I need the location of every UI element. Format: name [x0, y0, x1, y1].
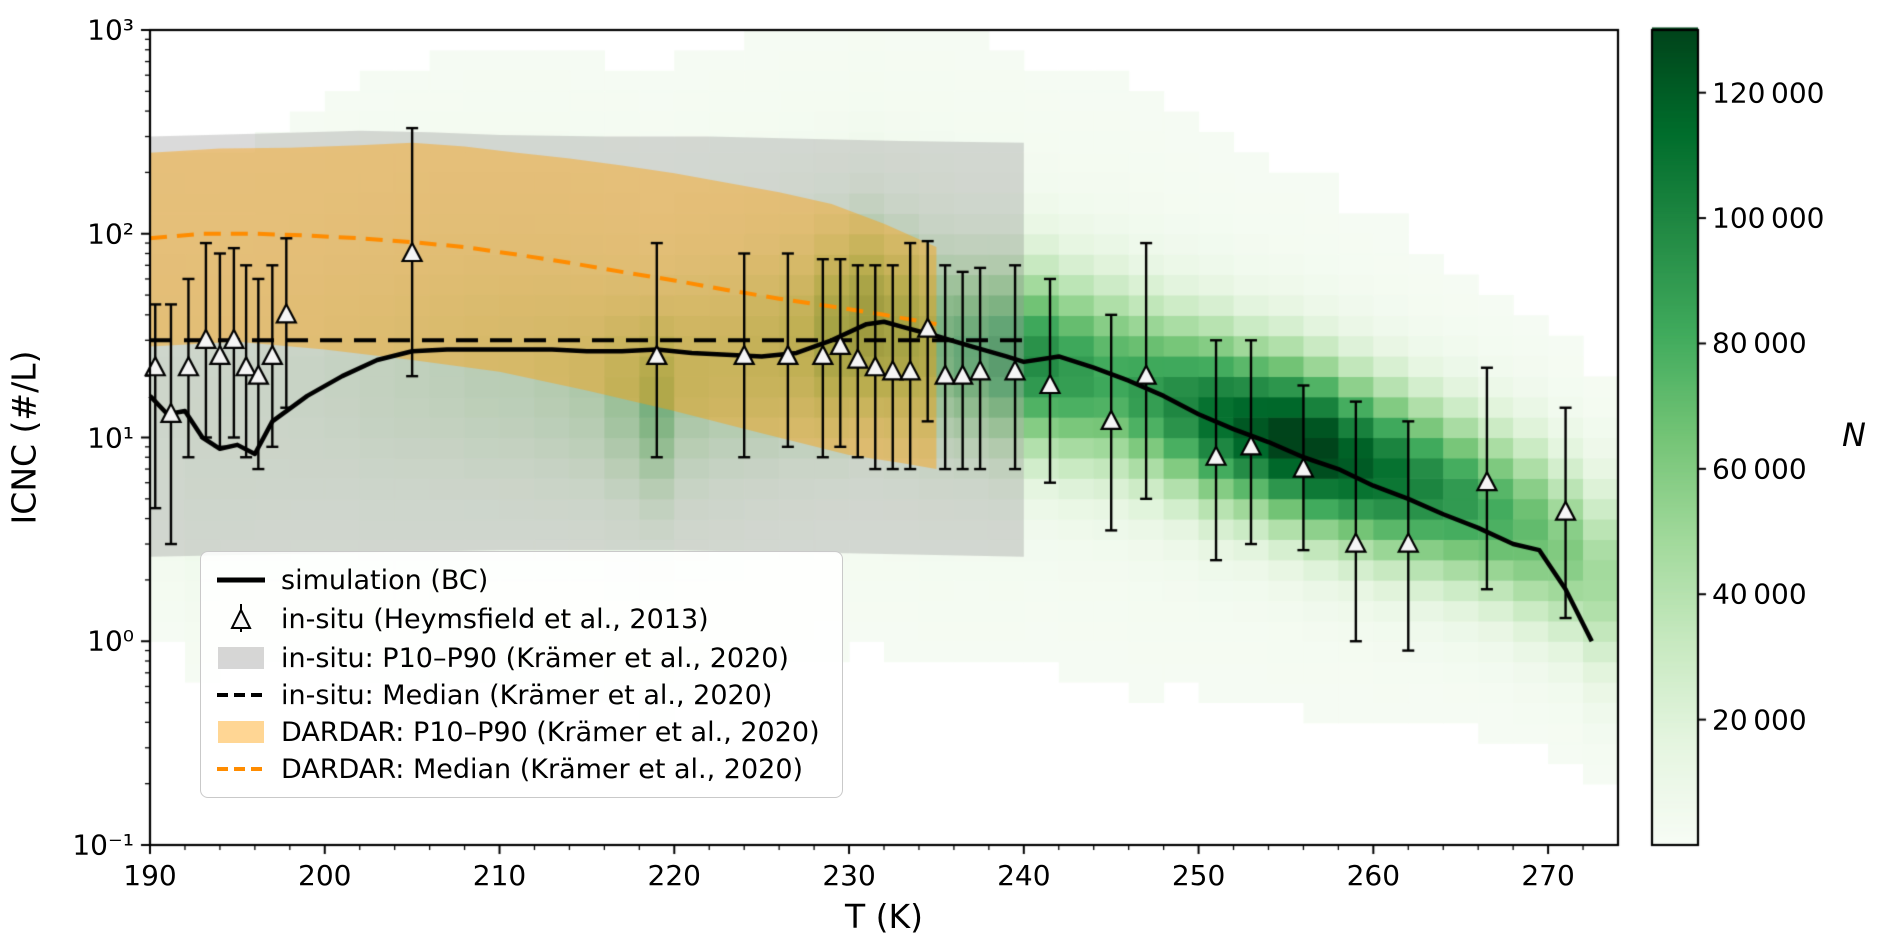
legend-glyph-marker-triangle-icon: [213, 601, 269, 637]
legend-glyph-patch-icon: [213, 642, 269, 674]
legend-item: in-situ (Heymsfield et al., 2013): [213, 601, 820, 637]
colorbar-tick-label: 120 000: [1712, 76, 1825, 110]
legend-item: simulation (BC): [213, 564, 820, 596]
legend-glyph-dashed-icon: [213, 753, 269, 785]
x-tick-label: 240: [997, 859, 1051, 892]
colorbar-tick-label: 80 000: [1712, 326, 1807, 360]
legend-item: DARDAR: P10–P90 (Krämer et al., 2020): [213, 716, 820, 748]
y-tick-label: 10³: [87, 13, 134, 47]
legend-glyph-patch-icon: [213, 716, 269, 748]
y-tick-label: 10⁰: [87, 624, 134, 658]
legend-label: DARDAR: Median (Krämer et al., 2020): [281, 753, 804, 785]
legend-item: in-situ: P10–P90 (Krämer et al., 2020): [213, 642, 820, 674]
x-tick-label: 270: [1521, 859, 1575, 892]
legend-label: in-situ: P10–P90 (Krämer et al., 2020): [281, 642, 789, 674]
x-tick-label: 250: [1171, 859, 1226, 892]
colorbar-tick-label: 20 000: [1712, 703, 1807, 737]
legend-label: DARDAR: P10–P90 (Krämer et al., 2020): [281, 716, 820, 748]
colorbar-label: N: [1842, 416, 1866, 454]
x-tick-label: 220: [647, 859, 702, 892]
y-tick-label: 10²: [87, 217, 134, 251]
x-tick-label: 190: [123, 859, 177, 892]
y-tick-label: 10⁻¹: [72, 828, 134, 862]
x-tick-label: 260: [1346, 859, 1401, 892]
colorbar-tick-label: 100 000: [1712, 201, 1825, 235]
legend-item: in-situ: Median (Krämer et al., 2020): [213, 679, 820, 711]
x-tick-label: 210: [472, 859, 527, 892]
legend-label: in-situ: Median (Krämer et al., 2020): [281, 679, 773, 711]
x-tick-label: 200: [298, 859, 352, 892]
legend-label: simulation (BC): [281, 564, 489, 596]
colorbar-tick-label: 40 000: [1712, 577, 1807, 611]
y-axis-label: ICNC (#/L): [4, 350, 44, 525]
legend-item: DARDAR: Median (Krämer et al., 2020): [213, 753, 820, 785]
legend: simulation (BC) in-situ (Heymsfield et al…: [200, 551, 843, 798]
x-axis-label: T (K): [844, 897, 924, 936]
legend-glyph-dashed-icon: [213, 679, 269, 711]
colorbar-tick-label: 60 000: [1712, 452, 1807, 486]
legend-label: in-situ (Heymsfield et al., 2013): [281, 603, 709, 635]
y-tick-label: 10¹: [87, 421, 134, 454]
legend-glyph-line-icon: [213, 564, 269, 596]
x-tick-label: 230: [822, 859, 876, 892]
